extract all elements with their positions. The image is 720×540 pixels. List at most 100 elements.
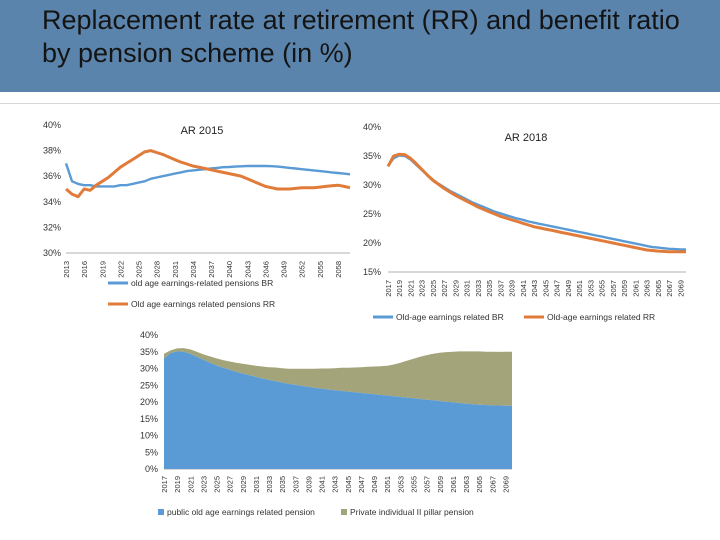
legend-label: Old-age earnings related RR (547, 312, 655, 322)
y-tick-label: 30% (43, 248, 61, 258)
x-tick-label: 2043 (243, 261, 252, 278)
chart-ar2015: 30% 32% 34% 36% 38% 40% 2013 2016 2019 2022 2025 20… (43, 120, 351, 309)
area-private-pillar (164, 348, 512, 406)
x-tick-label: 2025 (429, 280, 438, 297)
x-tick-label: 2069 (501, 476, 510, 493)
y-tick-label: 25% (140, 380, 158, 390)
chart-ar2018: 15%20%25%30%35%40%2017 2019 2021 2023 2025 20… (363, 122, 686, 322)
x-tick-label: 2028 (153, 261, 162, 278)
x-tick-label: 2057 (423, 476, 432, 493)
x-tick-label: 2039 (304, 476, 313, 493)
legend-swatch (158, 509, 164, 515)
x-tick-label: 2053 (586, 280, 595, 297)
x-tick-label: 2033 (474, 280, 483, 297)
legend-label: old age earnings-related pensions BR (131, 278, 273, 288)
x-tick-label: 2037 (207, 261, 216, 278)
x-tick-label: 2049 (370, 476, 379, 493)
x-tick-label: 2023 (199, 476, 208, 493)
x-tick-label: 2055 (316, 261, 325, 278)
header-divider (0, 92, 720, 104)
x-tick-label: 2061 (631, 280, 640, 297)
x-tick-label: 2046 (261, 261, 270, 278)
x-tick-label: 2061 (449, 476, 458, 493)
x-tick-label: 2051 (383, 476, 392, 493)
x-tick-label: 2051 (575, 280, 584, 297)
x-tick-label: 2045 (344, 476, 353, 493)
x-tick-label: 2059 (620, 280, 629, 297)
x-tick-label: 2039 (508, 280, 517, 297)
y-tick-label: 40% (140, 330, 158, 340)
x-tick-label: 2063 (643, 280, 652, 297)
area-public-pension (164, 351, 512, 469)
y-tick-label: 40% (43, 120, 61, 130)
y-tick-label: 15% (363, 267, 381, 277)
x-tick-label: 2027 (440, 280, 449, 297)
series-line (387, 154, 686, 251)
x-tick-label: 2021 (186, 476, 195, 493)
x-tick-label: 2019 (395, 280, 404, 297)
x-tick-label: 2067 (488, 476, 497, 493)
y-tick-label: 30% (363, 180, 381, 190)
x-tick-label: 2065 (654, 280, 663, 297)
x-tick-label: 2055 (598, 280, 607, 297)
x-tick-label: 2022 (116, 261, 125, 278)
chart-title: AR 2018 (505, 132, 548, 144)
x-tick-label: 2052 (298, 261, 307, 278)
y-tick-label: 5% (145, 447, 158, 457)
x-tick-label: 2043 (331, 476, 340, 493)
x-tick-label: 2049 (564, 280, 573, 297)
y-tick-label: 20% (363, 238, 381, 248)
x-tick-label: 2017 (384, 280, 393, 297)
header-band (0, 0, 720, 92)
x-tick-label: 2040 (225, 261, 234, 278)
series-line (64, 163, 351, 188)
y-tick-label: 25% (363, 209, 381, 219)
y-tick-label: 35% (363, 151, 381, 161)
y-tick-label: 0% (145, 464, 158, 474)
x-tick-label: 2059 (436, 476, 445, 493)
x-tick-label: 2049 (280, 261, 289, 278)
x-tick-label: 2041 (318, 476, 327, 493)
x-tick-label: 2041 (519, 280, 528, 297)
chart-benefit-ratio: 0% 5% 10% 15% 20% 25% 30% 35% 40% 2017 2019 2021 202… (140, 330, 512, 517)
y-tick-label: 15% (140, 414, 158, 424)
y-tick-label: 34% (43, 197, 61, 207)
x-tick-label: 2055 (410, 476, 419, 493)
chart-title: AR 2015 (181, 125, 224, 137)
x-tick-label: 2031 (171, 261, 180, 278)
legend-label: public old age earnings related pension (167, 507, 315, 517)
x-tick-label: 2031 (463, 280, 472, 297)
x-tick-label: 2045 (541, 280, 550, 297)
y-tick-label: 32% (43, 222, 61, 232)
x-tick-label: 2029 (239, 476, 248, 493)
x-tick-label: 2019 (98, 261, 107, 278)
x-tick-label: 2067 (665, 280, 674, 297)
legend-swatch (341, 509, 347, 515)
x-tick-label: 2034 (189, 261, 198, 278)
x-tick-label: 2069 (676, 280, 685, 297)
x-tick-label: 2043 (530, 280, 539, 297)
x-tick-label: 2029 (451, 280, 460, 297)
x-tick-label: 2047 (357, 476, 366, 493)
x-tick-label: 2021 (406, 280, 415, 297)
x-tick-label: 2033 (265, 476, 274, 493)
legend-label: Old-age earnings related BR (396, 312, 504, 322)
y-tick-label: 30% (140, 364, 158, 374)
series-line (386, 152, 686, 254)
x-tick-label: 2017 (160, 476, 169, 493)
x-tick-label: 2025 (135, 261, 144, 278)
y-tick-label: 36% (43, 171, 61, 181)
x-tick-label: 2035 (485, 280, 494, 297)
x-tick-label: 2013 (62, 261, 71, 278)
x-tick-label: 2057 (609, 280, 618, 297)
x-tick-label: 2016 (80, 261, 89, 278)
x-tick-label: 2047 (553, 280, 562, 297)
series-line (65, 149, 351, 199)
y-tick-label: 20% (140, 397, 158, 407)
x-tick-label: 2037 (291, 476, 300, 493)
x-tick-label: 2035 (278, 476, 287, 493)
x-tick-label: 2025 (213, 476, 222, 493)
y-tick-label: 40% (363, 122, 381, 132)
x-tick-label: 2031 (252, 476, 261, 493)
x-tick-label: 2037 (496, 280, 505, 297)
